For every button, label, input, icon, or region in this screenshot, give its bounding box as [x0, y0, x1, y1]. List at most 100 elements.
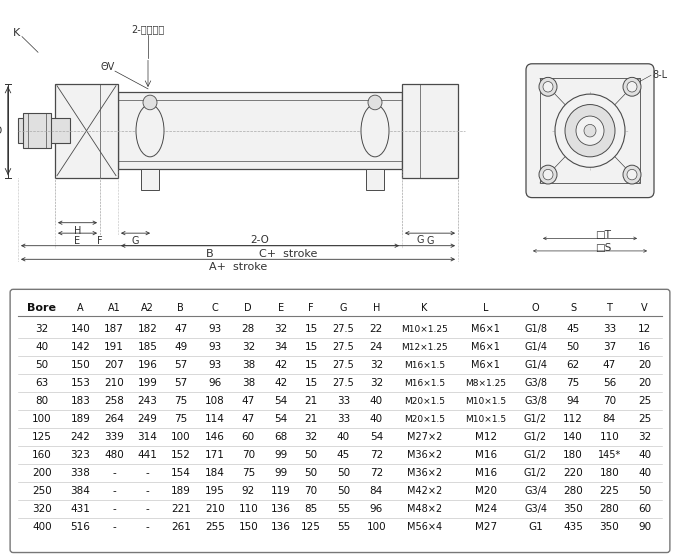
Text: 255: 255: [205, 522, 225, 532]
Bar: [402, 84, 458, 178]
Text: 50: 50: [305, 450, 318, 460]
Text: 28: 28: [241, 324, 255, 334]
Text: 2-缓冲阀芯: 2-缓冲阀芯: [131, 24, 165, 34]
Text: H: H: [373, 302, 380, 312]
Text: 187: 187: [104, 324, 124, 334]
Text: K: K: [421, 302, 428, 312]
Text: 70: 70: [241, 450, 255, 460]
Text: M16: M16: [475, 450, 497, 460]
Text: L: L: [483, 302, 489, 312]
Text: H: H: [74, 226, 81, 236]
Text: 100: 100: [367, 522, 386, 532]
Text: M12: M12: [475, 432, 497, 442]
Text: M6×1: M6×1: [471, 342, 500, 352]
Text: 15: 15: [305, 360, 318, 370]
Text: 99: 99: [274, 450, 287, 460]
Text: 185: 185: [137, 342, 157, 352]
Text: 210: 210: [104, 378, 124, 388]
Text: 150: 150: [239, 522, 258, 532]
Text: 110: 110: [600, 432, 619, 442]
Text: 93: 93: [208, 342, 222, 352]
Text: M36×2: M36×2: [407, 450, 442, 460]
Text: 93: 93: [208, 360, 222, 370]
Text: 57: 57: [174, 360, 188, 370]
Text: 250: 250: [32, 486, 52, 496]
Text: M24: M24: [475, 504, 497, 514]
Text: 33: 33: [602, 324, 616, 334]
Text: M6×1: M6×1: [471, 324, 500, 334]
Text: E: E: [277, 302, 284, 312]
Text: 8-L: 8-L: [652, 70, 667, 80]
Text: M6×1: M6×1: [471, 360, 500, 370]
Text: 350: 350: [600, 522, 619, 532]
Text: 516: 516: [71, 522, 90, 532]
Text: 195: 195: [205, 486, 225, 496]
Text: ΘV: ΘV: [101, 62, 115, 72]
Text: 210: 210: [205, 504, 224, 514]
Text: 350: 350: [563, 504, 583, 514]
Text: G: G: [340, 302, 347, 312]
Text: 47: 47: [241, 414, 255, 424]
Text: 24: 24: [370, 342, 383, 352]
Text: 199: 199: [137, 378, 157, 388]
Text: 45: 45: [337, 450, 350, 460]
Text: 25: 25: [638, 396, 651, 406]
Text: M8×1.25: M8×1.25: [465, 379, 507, 388]
Circle shape: [623, 165, 641, 184]
Text: 45: 45: [566, 324, 579, 334]
Text: 85: 85: [305, 504, 318, 514]
Text: M48×2: M48×2: [407, 504, 442, 514]
Text: A+  stroke: A+ stroke: [209, 262, 267, 272]
Text: 243: 243: [137, 396, 157, 406]
Text: 90: 90: [638, 522, 651, 532]
Circle shape: [627, 169, 637, 180]
Text: G1/2: G1/2: [524, 414, 547, 424]
Text: M27: M27: [475, 522, 497, 532]
Text: F: F: [97, 236, 103, 247]
Text: 75: 75: [566, 378, 579, 388]
Text: D: D: [245, 302, 252, 312]
Text: M16: M16: [475, 468, 497, 478]
Text: 32: 32: [35, 324, 48, 334]
Circle shape: [539, 165, 557, 184]
Text: M12×1.25: M12×1.25: [401, 343, 447, 352]
Text: G: G: [416, 235, 424, 245]
Text: 435: 435: [563, 522, 583, 532]
Text: 21: 21: [305, 396, 318, 406]
Text: 84: 84: [370, 486, 383, 496]
Text: A1: A1: [107, 302, 120, 312]
Text: G: G: [132, 236, 139, 247]
Text: 54: 54: [274, 396, 287, 406]
Text: 38: 38: [241, 378, 255, 388]
Text: G3/8: G3/8: [524, 378, 547, 388]
Text: G1/4: G1/4: [524, 360, 547, 370]
Text: 27.5: 27.5: [333, 360, 354, 370]
Text: 15: 15: [305, 378, 318, 388]
Text: 20: 20: [638, 378, 651, 388]
Text: 320: 320: [32, 504, 52, 514]
Text: 180: 180: [600, 468, 619, 478]
Text: 264: 264: [104, 414, 124, 424]
Text: 96: 96: [370, 504, 383, 514]
Text: 280: 280: [563, 486, 583, 496]
Text: B: B: [177, 302, 184, 312]
Text: 32: 32: [305, 432, 318, 442]
Text: F: F: [308, 302, 314, 312]
Text: 99: 99: [274, 468, 287, 478]
Text: 50: 50: [337, 468, 350, 478]
Text: C: C: [211, 302, 218, 312]
Text: 15: 15: [305, 342, 318, 352]
Text: -: -: [112, 468, 116, 478]
Text: 242: 242: [71, 432, 90, 442]
Bar: [141, 169, 159, 190]
Text: 72: 72: [370, 450, 383, 460]
Text: 108: 108: [205, 396, 224, 406]
Text: M27×2: M27×2: [407, 432, 442, 442]
Text: 32: 32: [370, 378, 383, 388]
Circle shape: [555, 94, 625, 167]
Ellipse shape: [361, 105, 389, 157]
Text: 22: 22: [370, 324, 383, 334]
Text: M36×2: M36×2: [407, 468, 442, 478]
Text: 145*: 145*: [598, 450, 621, 460]
Text: 57: 57: [174, 378, 188, 388]
